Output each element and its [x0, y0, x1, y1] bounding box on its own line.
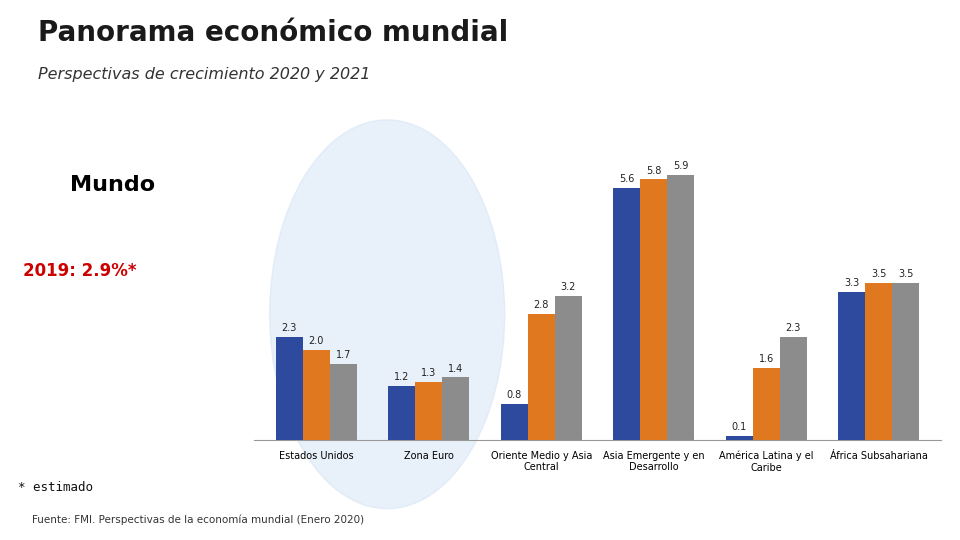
- Text: 2021: 3.4% *: 2021: 3.4% *: [23, 374, 142, 393]
- Bar: [613, 188, 640, 440]
- Text: Perspectivas de crecimiento 2020 y 2021: Perspectivas de crecimiento 2020 y 2021: [38, 68, 371, 83]
- Bar: [893, 282, 920, 440]
- Bar: [640, 179, 667, 440]
- Text: 1.6: 1.6: [758, 354, 774, 364]
- Bar: [388, 386, 416, 440]
- Bar: [667, 174, 694, 440]
- Bar: [528, 314, 555, 440]
- Text: 5.6: 5.6: [619, 174, 635, 185]
- Text: 2.0: 2.0: [308, 336, 324, 347]
- Bar: [555, 296, 582, 440]
- Bar: [443, 377, 469, 440]
- Text: * estimado: * estimado: [18, 481, 93, 494]
- Text: Mundo: Mundo: [70, 174, 156, 195]
- Text: 2019: 2.9%*: 2019: 2.9%*: [23, 262, 136, 280]
- Text: 0.1: 0.1: [732, 422, 747, 432]
- Text: 5.9: 5.9: [673, 161, 688, 171]
- Text: 0.8: 0.8: [507, 390, 522, 401]
- Text: 1.7: 1.7: [336, 350, 351, 360]
- Text: 2020: 3.3% *: 2020: 3.3% *: [23, 318, 142, 336]
- Bar: [838, 292, 865, 440]
- Text: 1.4: 1.4: [448, 363, 464, 374]
- Bar: [501, 404, 528, 440]
- Text: 2.8: 2.8: [534, 300, 549, 310]
- Text: 3.5: 3.5: [872, 269, 887, 279]
- Text: 1.3: 1.3: [421, 368, 437, 378]
- Text: Fuente: FMI. Perspectivas de la economía mundial (Enero 2020): Fuente: FMI. Perspectivas de la economía…: [32, 515, 364, 525]
- Legend: 2019, 2020, 2021: 2019, 2020, 2021: [495, 535, 700, 540]
- Bar: [302, 350, 330, 440]
- Text: 2.3: 2.3: [785, 323, 801, 333]
- Bar: [330, 363, 357, 440]
- Text: 3.2: 3.2: [561, 282, 576, 293]
- Text: Panorama económico mundial: Panorama económico mundial: [38, 19, 509, 47]
- Bar: [726, 436, 753, 440]
- Bar: [276, 336, 302, 440]
- Bar: [780, 336, 807, 440]
- Text: 2.3: 2.3: [281, 323, 297, 333]
- Bar: [416, 382, 443, 440]
- Ellipse shape: [270, 120, 505, 509]
- Text: 1.2: 1.2: [395, 373, 410, 382]
- Bar: [865, 282, 893, 440]
- Text: 3.5: 3.5: [899, 269, 914, 279]
- Bar: [753, 368, 780, 440]
- Text: 5.8: 5.8: [646, 165, 661, 176]
- Text: 3.3: 3.3: [844, 278, 859, 288]
